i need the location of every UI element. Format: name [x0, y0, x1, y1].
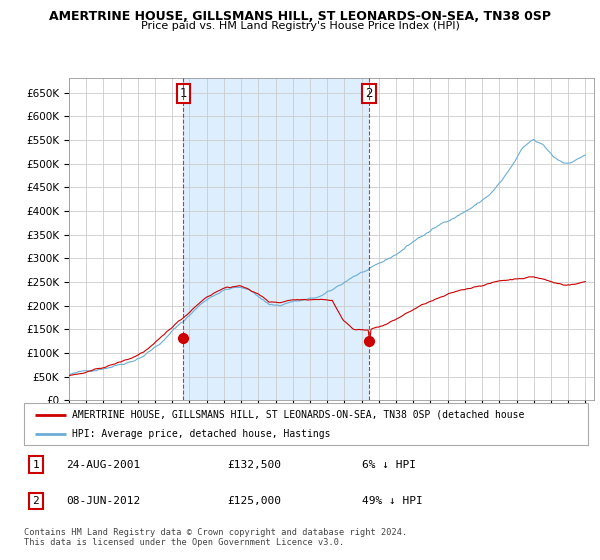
Text: £132,500: £132,500	[227, 460, 281, 470]
Text: 2: 2	[365, 87, 373, 100]
Text: Price paid vs. HM Land Registry's House Price Index (HPI): Price paid vs. HM Land Registry's House …	[140, 21, 460, 31]
Text: 1: 1	[179, 87, 187, 100]
Bar	[184, 78, 369, 400]
Text: 49% ↓ HPI: 49% ↓ HPI	[362, 496, 423, 506]
Text: 08-JUN-2012: 08-JUN-2012	[66, 496, 140, 506]
Text: £125,000: £125,000	[227, 496, 281, 506]
Text: AMERTRINE HOUSE, GILLSMANS HILL, ST LEONARDS-ON-SEA, TN38 0SP (detached house: AMERTRINE HOUSE, GILLSMANS HILL, ST LEON…	[72, 409, 524, 419]
Text: AMERTRINE HOUSE, GILLSMANS HILL, ST LEONARDS-ON-SEA, TN38 0SP: AMERTRINE HOUSE, GILLSMANS HILL, ST LEON…	[49, 10, 551, 23]
Text: 24-AUG-2001: 24-AUG-2001	[66, 460, 140, 470]
Text: HPI: Average price, detached house, Hastings: HPI: Average price, detached house, Hast…	[72, 429, 331, 439]
Text: 6% ↓ HPI: 6% ↓ HPI	[362, 460, 416, 470]
Text: 1: 1	[32, 460, 39, 470]
Text: Contains HM Land Registry data © Crown copyright and database right 2024.
This d: Contains HM Land Registry data © Crown c…	[24, 528, 407, 547]
Text: 2: 2	[32, 496, 39, 506]
